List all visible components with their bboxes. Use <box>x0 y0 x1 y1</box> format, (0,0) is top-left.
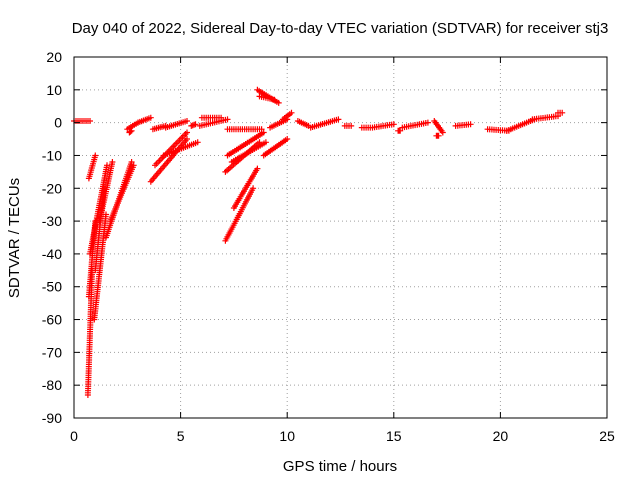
data-series-segment <box>399 119 431 131</box>
data-series-segment <box>279 109 295 123</box>
y-axis-label: SDTVAR / TECUs <box>6 178 23 298</box>
plus-marker-run <box>126 127 135 136</box>
plus-marker-run <box>279 109 295 123</box>
data-series-segment <box>260 136 291 159</box>
plus-marker-run <box>529 113 561 123</box>
x-tick-label: 5 <box>177 428 185 444</box>
chart-title: Day 040 of 2022, Sidereal Day-to-day VTE… <box>72 20 609 37</box>
data-series-segment <box>222 185 257 244</box>
data-series-segment <box>196 116 231 129</box>
data-series-segment <box>555 109 566 116</box>
y-tick-label: -20 <box>42 180 62 196</box>
data-series-segment <box>85 152 99 182</box>
y-tick-label: -70 <box>42 344 62 360</box>
plus-marker-run <box>224 126 265 133</box>
y-tick-label: -80 <box>42 377 62 393</box>
y-tick-label: -50 <box>42 279 62 295</box>
plus-marker-run <box>160 139 201 159</box>
plus-marker-run <box>433 132 442 139</box>
x-tick-label: 10 <box>279 428 295 444</box>
plus-marker-run <box>196 116 231 129</box>
plus-marker-run <box>198 114 225 121</box>
plus-marker-run <box>260 136 291 159</box>
data-series-segment <box>147 136 190 185</box>
data-series-segment <box>433 132 442 139</box>
data-series-segment <box>529 113 561 123</box>
data-series-segment <box>369 121 397 131</box>
data-marks <box>71 86 566 398</box>
grid-lines <box>74 57 607 418</box>
data-series-segment <box>341 122 355 129</box>
plus-marker-run <box>135 114 154 126</box>
data-series-segment <box>224 129 267 159</box>
data-series-segment <box>160 139 201 159</box>
y-tick-label: -60 <box>42 312 62 328</box>
plot-frame <box>73 56 608 419</box>
plus-marker-run <box>369 121 397 131</box>
y-tick-label: 20 <box>46 49 62 65</box>
data-series-segment <box>395 127 404 134</box>
y-tick-label: 0 <box>54 115 62 131</box>
plus-marker-run <box>230 165 261 211</box>
plus-marker-run <box>188 121 199 129</box>
plus-marker-run <box>96 159 116 225</box>
y-tick-label: -90 <box>42 410 62 426</box>
plus-marker-run <box>256 93 278 103</box>
plus-marker-run <box>224 129 267 159</box>
data-series-segment <box>135 114 154 126</box>
data-series-segment <box>228 139 269 165</box>
plus-marker-run <box>307 116 342 131</box>
x-axis-label: GPS time / hours <box>283 458 397 475</box>
data-series-segment <box>431 118 446 136</box>
data-series-segment <box>230 165 261 211</box>
data-series-segment <box>307 116 342 131</box>
y-tick-label: -30 <box>42 213 62 229</box>
y-tick-labels: -90 -80 -70 -60 -50 -40 -30 -20 -10 0 10 20 <box>42 49 62 426</box>
data-series-segment <box>162 118 190 131</box>
plus-marker-run <box>162 118 190 131</box>
plus-marker-run <box>395 127 404 134</box>
plus-marker-run <box>147 136 190 185</box>
data-series-segment <box>294 118 312 129</box>
data-series-segment <box>188 121 199 129</box>
plus-marker-run <box>431 118 446 136</box>
plus-marker-run <box>85 152 99 182</box>
plus-marker-run <box>555 109 566 116</box>
data-series-segment <box>224 126 265 133</box>
y-tick-label: -10 <box>42 147 62 163</box>
data-series-segment <box>198 114 225 121</box>
plus-marker-run <box>452 121 474 129</box>
data-series-segment <box>256 93 278 103</box>
plus-marker-run <box>294 118 312 129</box>
data-series-segment <box>452 121 474 129</box>
x-tick-label: 20 <box>493 428 509 444</box>
data-series-segment <box>107 162 137 225</box>
x-tick-label: 25 <box>599 428 615 444</box>
data-series-segment <box>96 159 116 225</box>
data-series-segment <box>126 127 135 136</box>
y-tick-label: -40 <box>42 246 62 262</box>
x-tick-label: 0 <box>70 428 78 444</box>
plus-marker-run <box>222 185 257 244</box>
plus-marker-run <box>341 122 355 129</box>
plus-marker-run <box>107 162 137 225</box>
x-tick-label: 15 <box>386 428 402 444</box>
plus-marker-run <box>399 119 431 131</box>
x-tick-labels: 0 5 10 15 20 25 <box>70 428 615 444</box>
y-tick-label: 10 <box>46 82 62 98</box>
plus-marker-run <box>228 139 269 165</box>
axis-ticks <box>73 56 608 419</box>
